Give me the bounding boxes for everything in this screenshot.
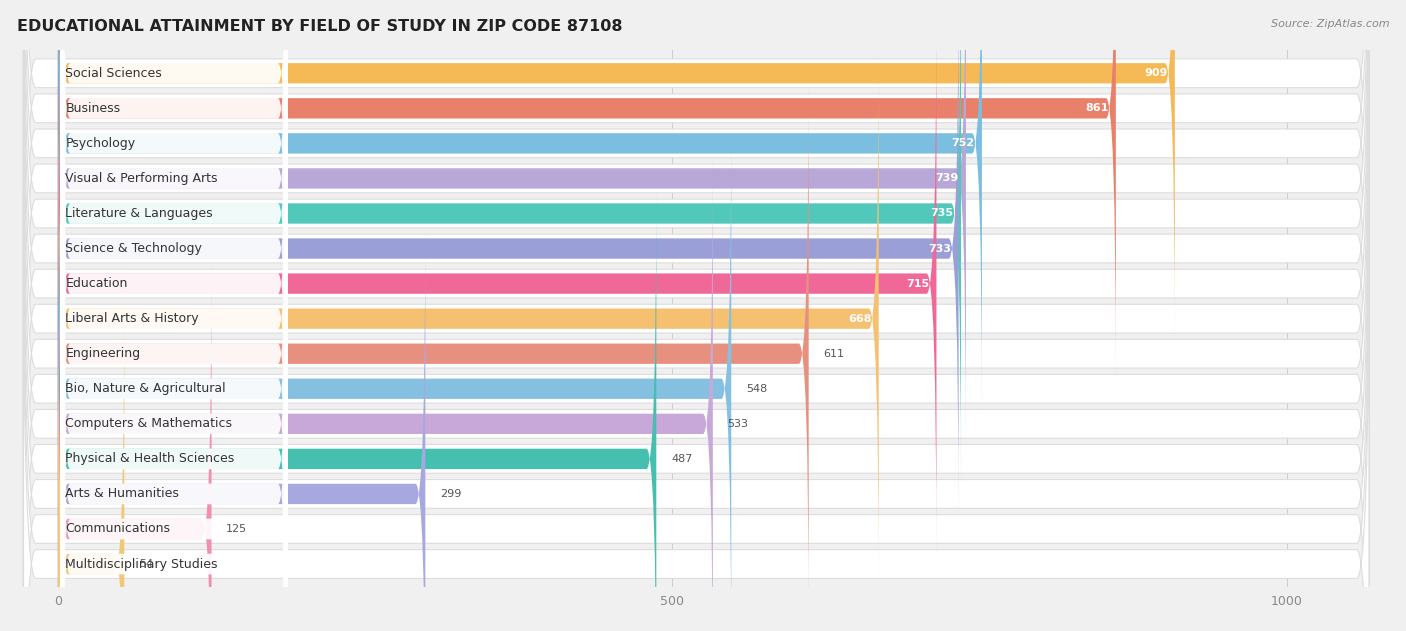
FancyBboxPatch shape: [58, 223, 426, 631]
Text: 299: 299: [440, 489, 461, 499]
FancyBboxPatch shape: [60, 49, 288, 589]
Text: 548: 548: [747, 384, 768, 394]
Text: 668: 668: [848, 314, 872, 324]
Text: Science & Technology: Science & Technology: [65, 242, 202, 255]
Text: 909: 909: [1144, 68, 1167, 78]
FancyBboxPatch shape: [24, 18, 1369, 631]
FancyBboxPatch shape: [24, 0, 1369, 410]
FancyBboxPatch shape: [58, 119, 731, 631]
Text: 533: 533: [727, 419, 748, 429]
FancyBboxPatch shape: [58, 0, 1116, 379]
FancyBboxPatch shape: [58, 0, 981, 414]
Text: 125: 125: [226, 524, 247, 534]
Text: 861: 861: [1085, 103, 1108, 114]
FancyBboxPatch shape: [60, 119, 288, 631]
Text: 487: 487: [671, 454, 692, 464]
FancyBboxPatch shape: [60, 84, 288, 624]
FancyBboxPatch shape: [60, 13, 288, 553]
Text: Business: Business: [65, 102, 121, 115]
FancyBboxPatch shape: [60, 0, 288, 379]
Text: EDUCATIONAL ATTAINMENT BY FIELD OF STUDY IN ZIP CODE 87108: EDUCATIONAL ATTAINMENT BY FIELD OF STUDY…: [17, 19, 623, 34]
Text: Visual & Performing Arts: Visual & Performing Arts: [65, 172, 218, 185]
FancyBboxPatch shape: [58, 259, 211, 631]
FancyBboxPatch shape: [24, 0, 1369, 480]
FancyBboxPatch shape: [60, 294, 288, 631]
Text: Arts & Humanities: Arts & Humanities: [65, 487, 179, 500]
Text: 54: 54: [139, 559, 153, 569]
FancyBboxPatch shape: [60, 259, 288, 631]
Text: Social Sciences: Social Sciences: [65, 67, 162, 80]
FancyBboxPatch shape: [58, 189, 657, 631]
Text: Multidisciplinary Studies: Multidisciplinary Studies: [65, 558, 218, 570]
Text: 733: 733: [928, 244, 952, 254]
Text: Psychology: Psychology: [65, 137, 135, 150]
FancyBboxPatch shape: [60, 0, 288, 519]
FancyBboxPatch shape: [24, 0, 1369, 585]
Text: 752: 752: [952, 138, 974, 148]
Text: 739: 739: [935, 174, 959, 184]
Text: Computers & Mathematics: Computers & Mathematics: [65, 417, 232, 430]
FancyBboxPatch shape: [24, 0, 1369, 550]
FancyBboxPatch shape: [24, 158, 1369, 631]
FancyBboxPatch shape: [58, 49, 879, 589]
FancyBboxPatch shape: [58, 83, 808, 624]
FancyBboxPatch shape: [58, 153, 713, 631]
Text: Bio, Nature & Agricultural: Bio, Nature & Agricultural: [65, 382, 226, 395]
FancyBboxPatch shape: [60, 189, 288, 631]
FancyBboxPatch shape: [60, 0, 288, 413]
FancyBboxPatch shape: [24, 52, 1369, 631]
Text: Engineering: Engineering: [65, 347, 141, 360]
Text: Source: ZipAtlas.com: Source: ZipAtlas.com: [1271, 19, 1389, 29]
FancyBboxPatch shape: [58, 0, 962, 484]
FancyBboxPatch shape: [58, 0, 966, 449]
FancyBboxPatch shape: [58, 0, 959, 519]
Text: 611: 611: [824, 349, 845, 358]
FancyBboxPatch shape: [58, 294, 124, 631]
Text: Education: Education: [65, 277, 128, 290]
FancyBboxPatch shape: [24, 0, 1369, 444]
FancyBboxPatch shape: [24, 0, 1369, 620]
FancyBboxPatch shape: [60, 0, 288, 483]
Text: Physical & Health Sciences: Physical & Health Sciences: [65, 452, 235, 466]
FancyBboxPatch shape: [58, 0, 1175, 343]
FancyBboxPatch shape: [60, 154, 288, 631]
FancyBboxPatch shape: [24, 88, 1369, 631]
FancyBboxPatch shape: [60, 0, 288, 343]
Text: Liberal Arts & History: Liberal Arts & History: [65, 312, 198, 325]
FancyBboxPatch shape: [60, 0, 288, 449]
FancyBboxPatch shape: [24, 193, 1369, 631]
FancyBboxPatch shape: [60, 224, 288, 631]
FancyBboxPatch shape: [24, 0, 1369, 631]
Text: 735: 735: [931, 208, 953, 218]
FancyBboxPatch shape: [58, 13, 936, 554]
Text: Literature & Languages: Literature & Languages: [65, 207, 212, 220]
Text: 715: 715: [905, 279, 929, 288]
Text: Communications: Communications: [65, 522, 170, 536]
FancyBboxPatch shape: [24, 122, 1369, 631]
FancyBboxPatch shape: [24, 228, 1369, 631]
FancyBboxPatch shape: [24, 0, 1369, 515]
